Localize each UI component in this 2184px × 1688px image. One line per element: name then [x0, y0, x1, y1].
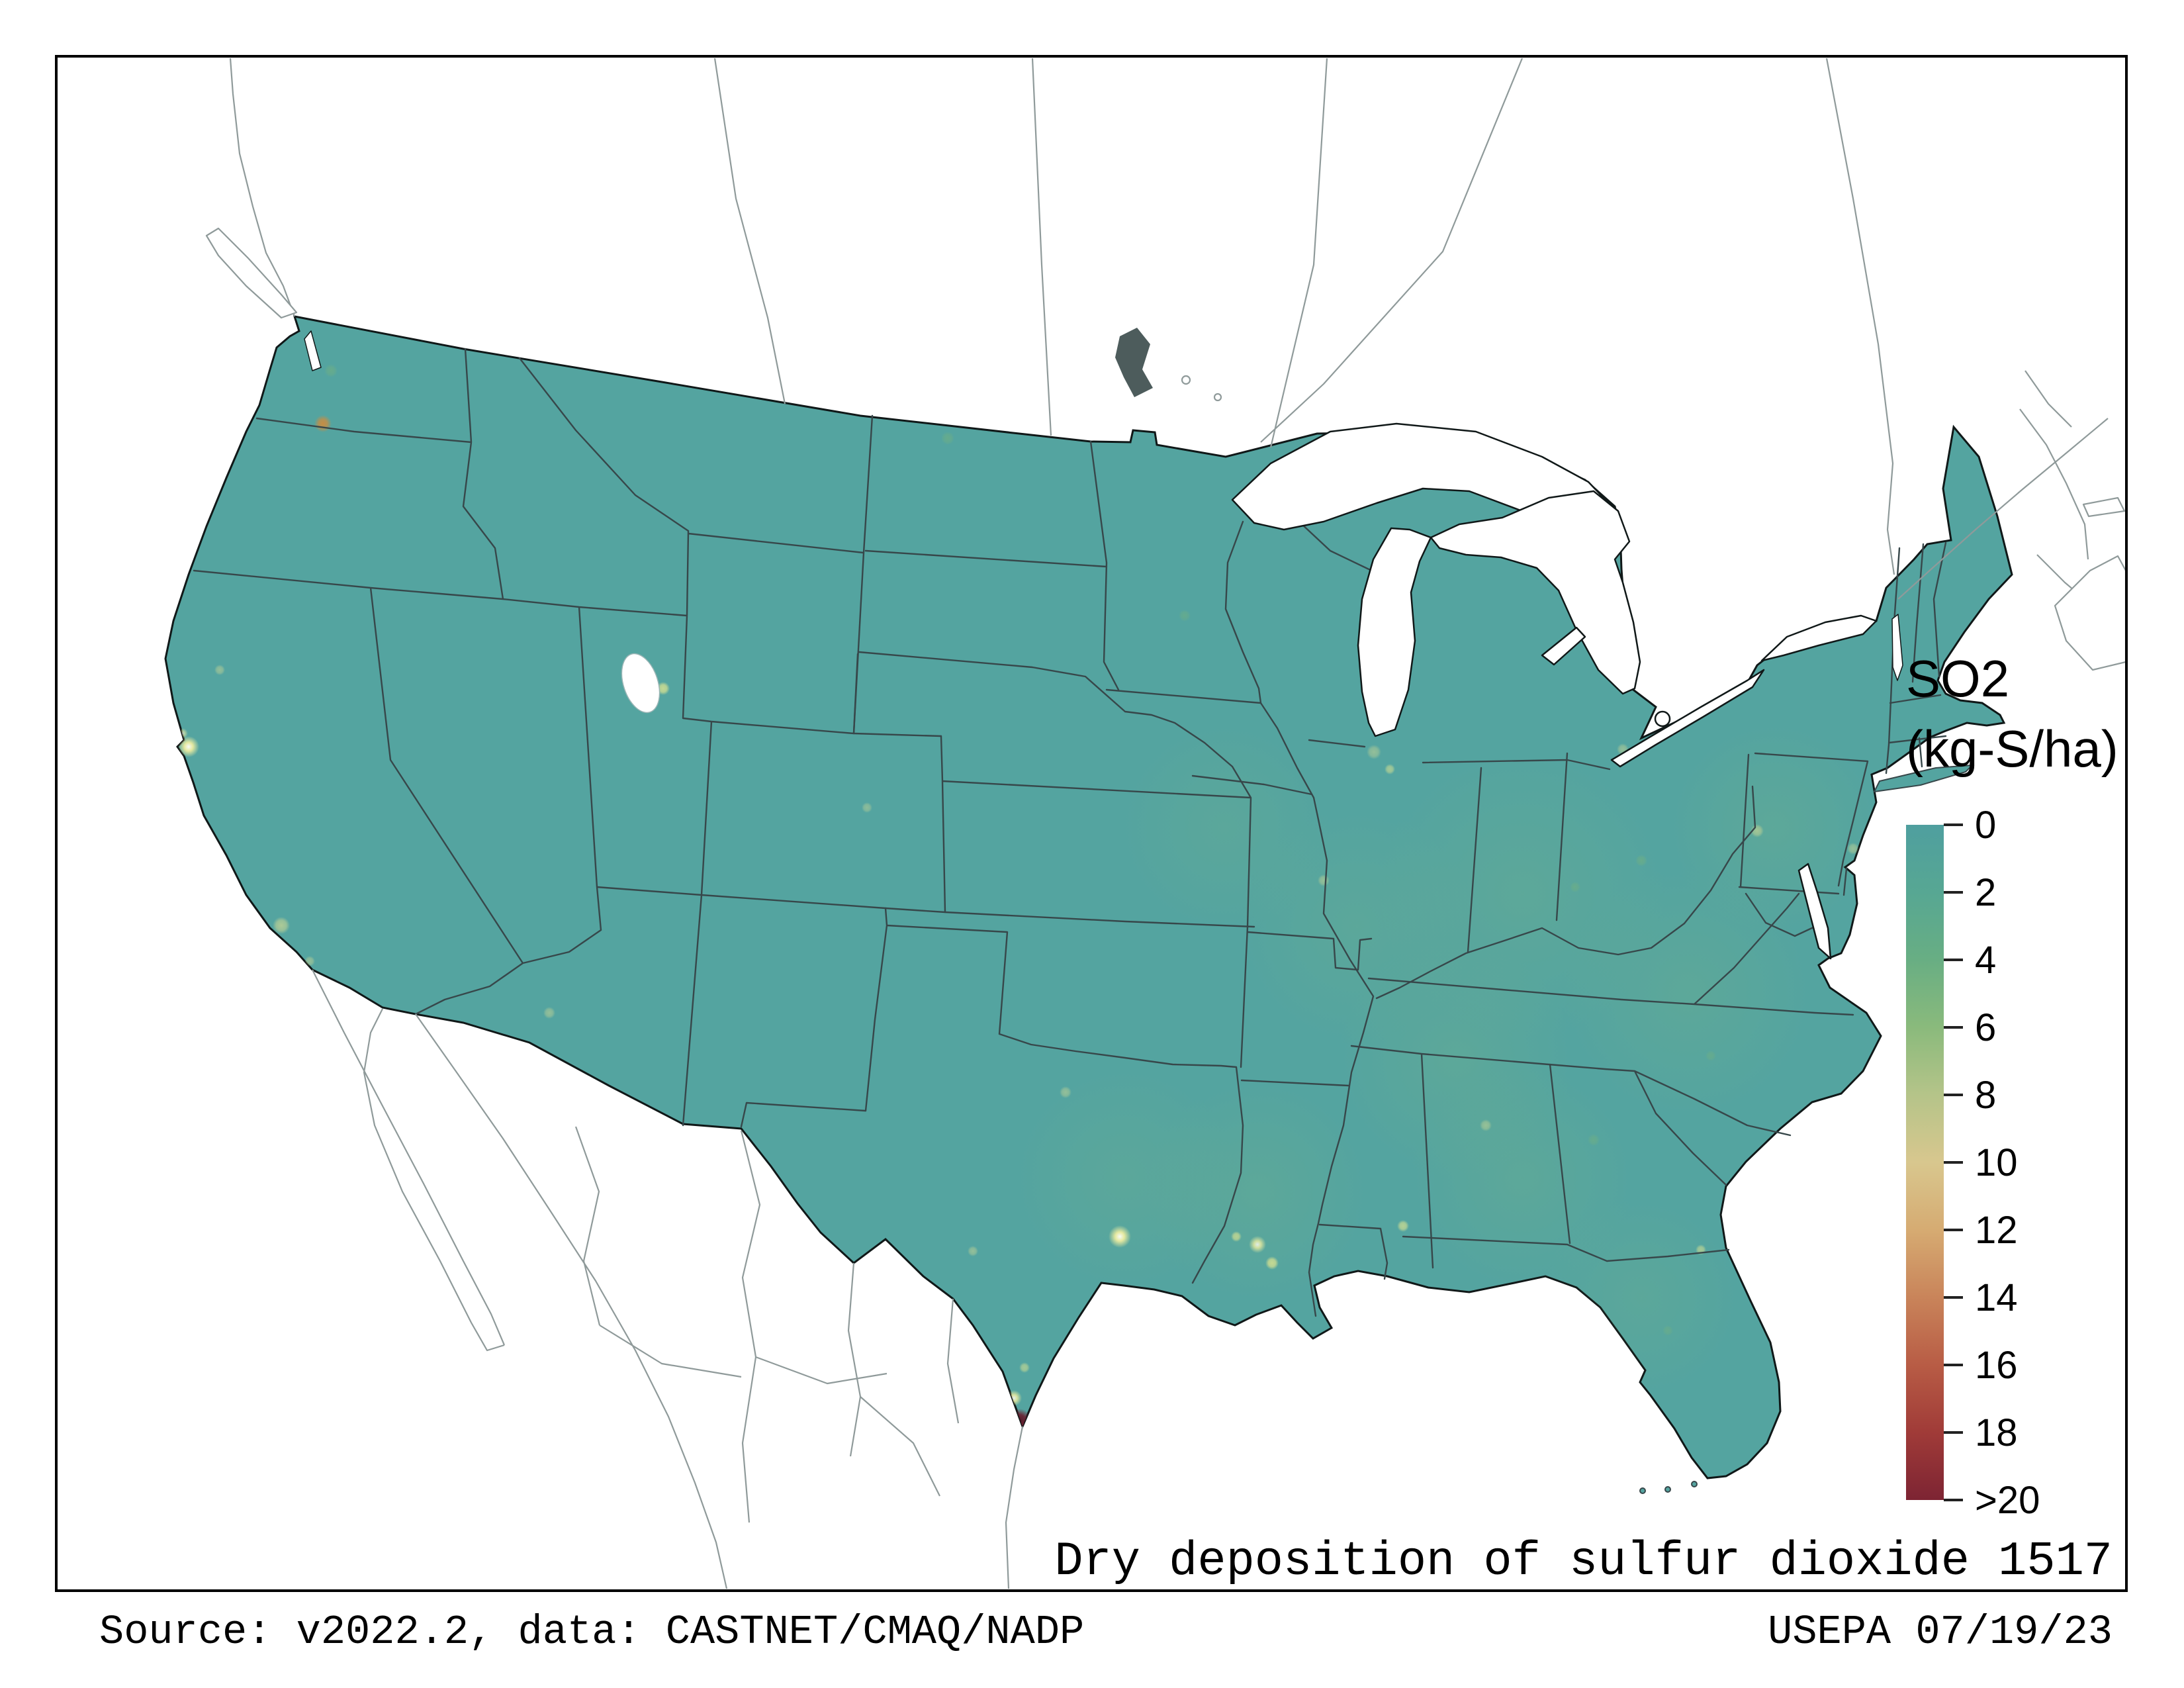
florida-keys-islet: [1639, 1487, 1646, 1494]
legend-tick-label: 8: [1975, 1074, 1996, 1117]
hotspot: [1751, 824, 1764, 837]
hotspot: [1635, 855, 1647, 867]
florida-keys-islet: [1664, 1486, 1671, 1493]
legend-tick-label: 14: [1975, 1276, 2018, 1319]
plot-frame: [55, 55, 2128, 1592]
lake-st-clair: [1654, 710, 1671, 727]
long-island: [1873, 764, 1974, 793]
water-bodies: [304, 330, 1903, 960]
legend-tick-label: 10: [1975, 1141, 2018, 1184]
florida-keys-islet: [1691, 1481, 1698, 1487]
hotspot: [314, 415, 332, 432]
colorbar-legend: SO2 (kg-S/ha) 0 2 4 6 8 10 12 14 16 18: [1906, 649, 2118, 1522]
hotspot: [1480, 1119, 1492, 1131]
prince-edward-island: [2082, 496, 2126, 518]
lake-erie: [1610, 669, 1765, 768]
agency-date-note: USEPA 07/19/23: [1768, 1609, 2113, 1656]
puget-sound: [304, 330, 322, 371]
hotspot: [1249, 1236, 1266, 1253]
state-border-lines-south-east: [1350, 541, 1947, 1269]
hotspot: [1265, 1256, 1279, 1270]
hotspot: [324, 364, 338, 377]
saginaw-bay: [1541, 626, 1586, 666]
deposition-patch: [1542, 1198, 1741, 1397]
legend-tick-marks: [1944, 823, 1963, 1501]
legend-tick-label: 12: [1975, 1209, 2018, 1252]
coastal-land-slivers: [1639, 764, 1974, 1494]
legend-tick-label: 2: [1975, 871, 1996, 914]
map-plot-area: [164, 58, 2126, 1589]
lake-champlain: [1891, 614, 1903, 681]
hotspot: [273, 917, 290, 934]
legend-tick-label: 16: [1975, 1344, 2018, 1387]
legend-tick-label: 4: [1975, 939, 1996, 982]
legend-tick-label: 18: [1975, 1411, 2018, 1454]
lake-ontario: [1760, 614, 1878, 662]
state-border-lines-midwest: [1224, 520, 1756, 1317]
legend-tick-labels: 0 2 4 6 8 10 12 14 16 18 >20: [1975, 804, 2040, 1522]
boundary-waters-lake: [1213, 393, 1222, 402]
hotspot: [178, 736, 199, 757]
hotspot: [1385, 764, 1395, 774]
hotspot: [1367, 745, 1381, 759]
deposition-patch: [1013, 1066, 1238, 1291]
state-border-lines-west: [193, 348, 1255, 1127]
hotspot: [1397, 1220, 1409, 1232]
hotspot: [941, 432, 954, 445]
hotspot: [968, 1246, 978, 1256]
hotspot: [304, 956, 315, 966]
map-caption: Dry deposition of sulfur dioxide 1517: [1054, 1534, 2113, 1589]
deposition-hotspots: [177, 364, 1888, 1435]
legend-gradient-bar: [1906, 825, 1944, 1500]
hotspot: [1109, 1225, 1131, 1248]
hotspot: [1231, 1231, 1242, 1242]
legend-tick-label: 6: [1975, 1006, 1996, 1049]
legend-tick-label: 0: [1975, 804, 1996, 847]
hotspot: [1570, 882, 1580, 892]
state-borders: [193, 348, 1947, 1317]
hotspot: [1318, 874, 1330, 886]
state-border-lines-plains: [740, 440, 1373, 1284]
deposition-patch: [1118, 722, 1330, 933]
hotspot: [1706, 1051, 1716, 1061]
canada-coast-and-provinces: [229, 58, 2109, 604]
lake-of-the-woods: [1115, 328, 1153, 397]
legend-tick-label: >20: [1975, 1479, 2040, 1522]
hotspot: [543, 1007, 555, 1019]
mexico-coast-and-states: [312, 969, 1024, 1589]
hotspot: [1019, 1362, 1030, 1373]
lake-huron: [1430, 490, 1641, 695]
vancouver-island: [205, 227, 298, 319]
hotspot: [1060, 1086, 1071, 1098]
hotspot: [862, 802, 872, 813]
source-note: Source: v2022.2, data: CASTNET/CMAQ/NADP: [99, 1609, 1084, 1656]
hotspot: [1602, 1343, 1617, 1358]
legend-title: SO2: [1906, 649, 2009, 708]
boundary-waters-lake: [1181, 375, 1191, 385]
chesapeake-bay: [1797, 863, 1832, 960]
hotspot: [1588, 1134, 1600, 1146]
hotspot: [1179, 610, 1191, 622]
legend-units: (kg-S/ha): [1906, 720, 2118, 778]
hotspot: [1662, 1325, 1673, 1336]
lake-michigan: [1357, 527, 1432, 737]
mexico-borders: [312, 969, 1024, 1589]
canada-borders: [205, 58, 2126, 671]
deposition-patch: [1668, 722, 1880, 933]
hotspot: [214, 665, 225, 675]
hotspot: [1847, 843, 1859, 855]
nova-scotia: [2054, 555, 2126, 671]
great-salt-lake: [621, 653, 660, 714]
